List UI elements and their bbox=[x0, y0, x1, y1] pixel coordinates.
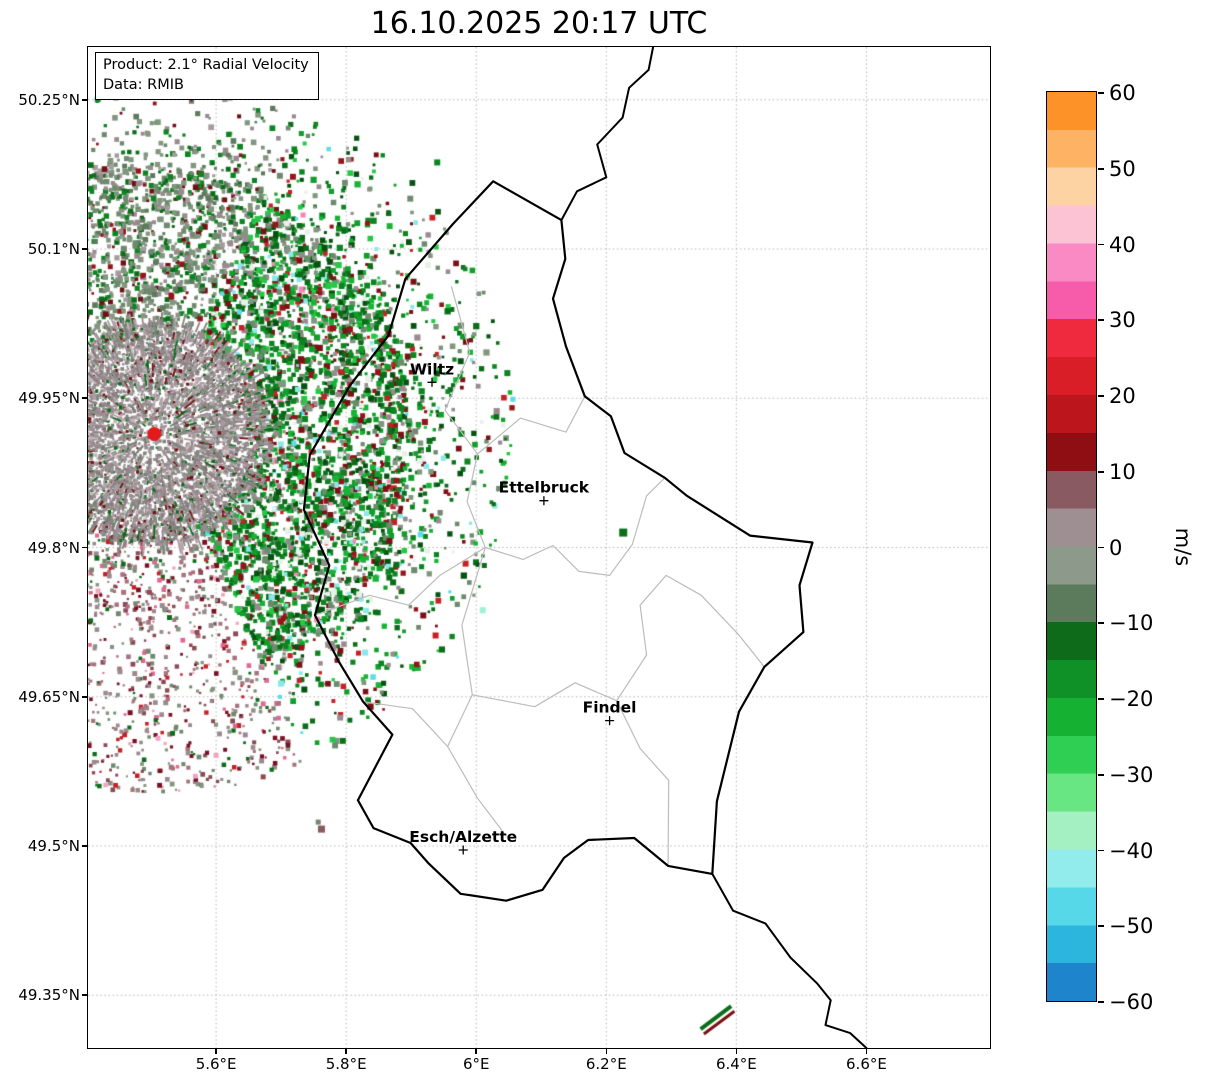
colorbar-tick-label: −50 bbox=[1109, 914, 1154, 939]
lon-tick-mark bbox=[865, 1048, 868, 1054]
lat-tick-mark bbox=[82, 546, 88, 549]
chart-title: 16.10.2025 20:17 UTC bbox=[370, 6, 708, 41]
colorbar-tick-mark bbox=[1098, 470, 1104, 473]
plot-area: Wiltz Ettelbruck Findel Esch/Alzette Produc… bbox=[88, 47, 990, 1048]
colorbar-tick-label: 50 bbox=[1109, 156, 1136, 181]
colorbar-unit-label: m/s bbox=[1171, 527, 1195, 567]
neighbor-border-path bbox=[711, 872, 868, 1048]
colorbar-tick-mark bbox=[1098, 319, 1104, 322]
colorbar-tick-mark bbox=[1098, 1001, 1104, 1003]
lat-tick-mark bbox=[82, 695, 88, 698]
colorbar-tick-mark bbox=[1098, 698, 1104, 700]
colorbar-tick-label: 30 bbox=[1109, 308, 1136, 333]
lat-tick-label: 49.95°N bbox=[18, 389, 80, 408]
colorbar-tick-label: 40 bbox=[1109, 232, 1136, 257]
lat-tick-label: 50.1°N bbox=[27, 239, 80, 258]
lon-tick-label: 6.6°E bbox=[846, 1055, 887, 1073]
colorbar-tick-mark bbox=[1098, 849, 1104, 852]
district-border-path bbox=[447, 546, 507, 837]
district-border-path bbox=[616, 574, 765, 702]
lat-tick-mark bbox=[82, 248, 88, 250]
colorbar-gradient bbox=[1046, 91, 1098, 1003]
map-overlay: Wiltz Ettelbruck Findel Esch/Alzette bbox=[302, 47, 868, 1048]
city-marker bbox=[458, 845, 468, 855]
colorbar-tick-mark bbox=[1098, 622, 1104, 625]
lat-tick-label: 49.65°N bbox=[18, 687, 80, 706]
district-border-path bbox=[444, 286, 486, 549]
lon-tick-label: 6.4°E bbox=[715, 1055, 757, 1073]
colorbar-tick-mark bbox=[1098, 395, 1104, 397]
lat-tick-label: 49.35°N bbox=[18, 986, 80, 1005]
radar-velocity-field bbox=[88, 47, 990, 1048]
colorbar-tick-mark bbox=[1098, 925, 1104, 928]
district-border-path bbox=[484, 477, 666, 576]
lat-tick-mark bbox=[82, 397, 88, 400]
lat-tick-mark bbox=[82, 98, 88, 101]
country-border-path bbox=[302, 180, 814, 902]
city-label: Wiltz bbox=[410, 360, 454, 378]
lon-tick-mark bbox=[605, 1048, 608, 1054]
colorbar-tick-label: 10 bbox=[1109, 459, 1136, 484]
lon-tick-mark bbox=[215, 1048, 217, 1054]
colorbar-tick-label: 60 bbox=[1109, 81, 1136, 105]
colorbar-tick-label: 0 bbox=[1109, 535, 1123, 560]
annotation-box: Product: 2.1° Radial Velocity Data: RMIB bbox=[95, 52, 319, 101]
colorbar-tick-label: −60 bbox=[1109, 990, 1154, 1014]
colorbar-tick-label: −30 bbox=[1109, 762, 1154, 787]
colorbar-tick-mark bbox=[1098, 92, 1104, 94]
district-border-path bbox=[314, 546, 486, 616]
lon-tick-mark bbox=[345, 1048, 347, 1054]
lon-tick-label: 6.2°E bbox=[585, 1055, 627, 1073]
colorbar-tick-label: −20 bbox=[1109, 687, 1154, 711]
lon-tick-label: 5.6°E bbox=[195, 1055, 237, 1073]
annotation-source: Data: RMIB bbox=[103, 76, 184, 93]
lat-tick-label: 49.8°N bbox=[27, 538, 80, 557]
city-marker bbox=[539, 496, 549, 506]
lon-tick-label: 5.8°E bbox=[325, 1055, 367, 1073]
lat-tick-mark bbox=[82, 994, 88, 997]
district-border-path bbox=[476, 395, 586, 455]
lon-tick-label: 6°E bbox=[462, 1055, 490, 1073]
city-label: Ettelbruck bbox=[499, 479, 590, 497]
colorbar-tick-label: −40 bbox=[1109, 838, 1154, 863]
colorbar-tick-mark bbox=[1098, 243, 1104, 246]
colorbar-tick-mark bbox=[1098, 167, 1104, 170]
colorbar-tick-label: −10 bbox=[1109, 611, 1154, 636]
lon-tick-mark bbox=[735, 1048, 738, 1054]
colorbar-tick-mark bbox=[1098, 546, 1104, 549]
colorbar-tick-label: 20 bbox=[1109, 384, 1136, 408]
city-marker bbox=[427, 377, 437, 387]
lat-tick-mark bbox=[82, 845, 88, 847]
lat-tick-label: 49.5°N bbox=[27, 837, 80, 855]
lat-tick-label: 50.25°N bbox=[18, 90, 80, 109]
neighbor-border-path bbox=[560, 47, 655, 222]
colorbar-tick-mark bbox=[1098, 773, 1104, 776]
annotation-product: Product: 2.1° Radial Velocity bbox=[103, 57, 309, 73]
city-label: Esch/Alzette bbox=[409, 828, 517, 846]
lon-tick-mark bbox=[475, 1048, 478, 1054]
district-border-path bbox=[362, 701, 449, 748]
city-marker bbox=[604, 715, 615, 726]
city-label: Findel bbox=[583, 699, 637, 717]
